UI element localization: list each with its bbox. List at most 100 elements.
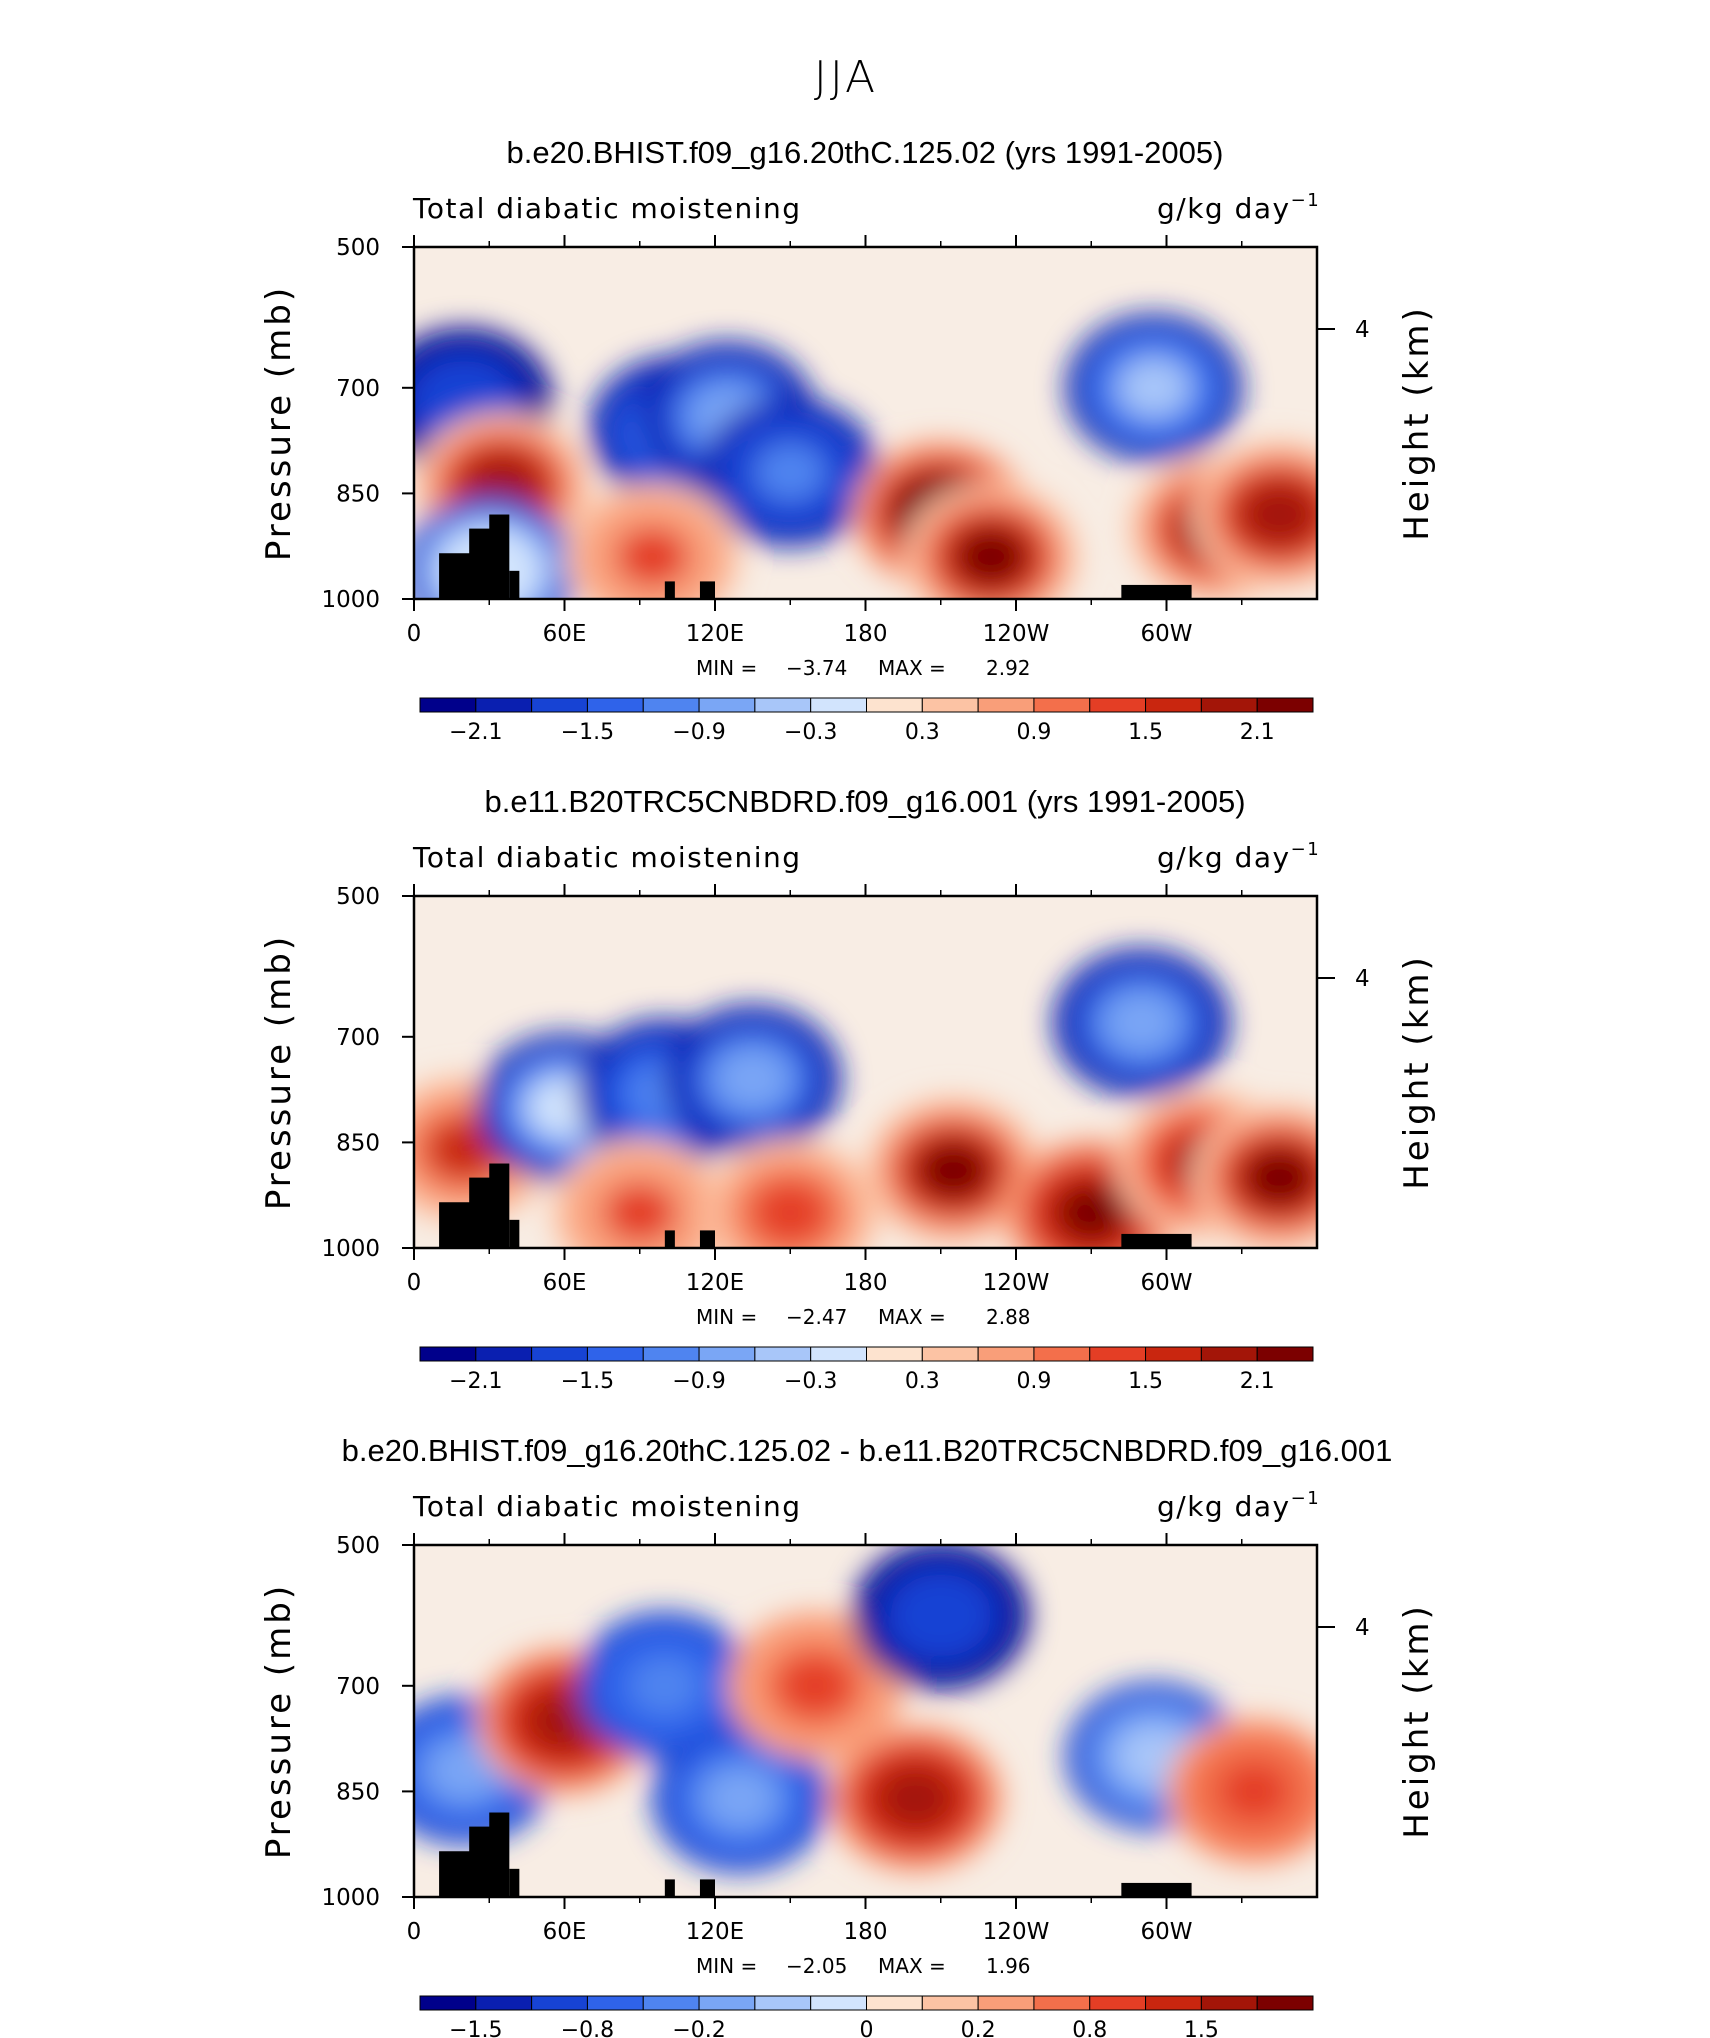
y-tick-label: 1000	[321, 1885, 380, 1911]
contour-field	[414, 247, 1317, 599]
axes: 0 60E 120E 180 120W 60W 500 700 850 1000 4	[321, 235, 1370, 647]
contour-blob	[1105, 993, 1177, 1052]
units-label: g/kg day−1	[1157, 1488, 1320, 1523]
contour-blob	[779, 1656, 851, 1715]
contour-blob	[754, 1183, 826, 1242]
y-tick-label: 700	[336, 376, 380, 402]
colorbar-box	[754, 1346, 812, 1362]
colorbar-box	[1033, 1346, 1091, 1362]
y-tick-label: 700	[336, 1674, 380, 1700]
x-tick-label: 120E	[686, 1270, 744, 1296]
colorbar-box	[921, 1995, 979, 2011]
axes: 0 60E 120E 180 120W 60W 500 700 850 1000 4	[321, 1533, 1370, 1945]
colorbar-box	[977, 1995, 1035, 2011]
max-value: 2.92	[986, 656, 1031, 680]
colorbar-box	[419, 1995, 477, 2011]
x-tick-label: 0	[407, 1270, 422, 1296]
colorbar-label: 0.9	[1016, 1369, 1051, 1394]
min-value: −2.05	[786, 1954, 847, 1978]
colorbar-box	[586, 697, 644, 713]
colorbar-box	[1145, 1995, 1202, 2011]
colorbar-box	[642, 697, 700, 713]
colorbar-box	[1145, 1346, 1202, 1362]
orography	[489, 1812, 510, 1897]
colorbar-box	[977, 697, 1035, 713]
colorbar-box	[475, 697, 533, 713]
colorbar-box	[1089, 1995, 1147, 2011]
panel-title: b.e11.B20TRC5CNBDRD.f09_g16.001 (yrs 199…	[484, 784, 1245, 819]
contour-blob	[704, 1769, 776, 1828]
orography	[489, 1163, 510, 1248]
x-tick-label: 120W	[983, 1270, 1050, 1296]
colorbar-label: 2.1	[1240, 720, 1275, 745]
contour-blob	[1243, 485, 1315, 544]
contour-blob	[604, 1183, 676, 1242]
season-title: JJA	[814, 52, 878, 103]
y-axis-label-right: Height (km)	[1397, 954, 1437, 1190]
colorbar-box	[642, 1995, 700, 2011]
contour-blob	[880, 1769, 952, 1828]
colorbar-label: −1.5	[561, 1369, 614, 1394]
colorbar-box	[1033, 1995, 1091, 2011]
panel-2: b.e11.B20TRC5CNBDRD.f09_g16.001 (yrs 199…	[259, 784, 1437, 1394]
colorbar-box	[698, 1346, 756, 1362]
x-tick-label: 60W	[1140, 1919, 1192, 1945]
y-axis-label: Pressure (mb)	[259, 1583, 299, 1859]
colorbar-label: −1.5	[449, 2018, 502, 2038]
orography	[1121, 584, 1192, 599]
orography	[489, 514, 510, 599]
y-right-tick-label: 4	[1355, 1615, 1370, 1641]
max-value: 2.88	[986, 1305, 1031, 1329]
x-tick-label: 60E	[543, 621, 587, 647]
colorbar-label: −2.1	[449, 720, 502, 745]
orography	[1121, 1882, 1192, 1897]
colorbar-label: −1.5	[561, 720, 614, 745]
colorbar: −2.1 −1.5 −0.9 −0.3 0.3 0.9 1.5 2.1	[419, 697, 1314, 745]
contour-blob	[428, 1120, 500, 1179]
colorbar-label: 0.8	[1072, 2018, 1107, 2038]
contour-blob	[616, 527, 688, 586]
panel-title: b.e20.BHIST.f09_g16.20thC.125.02 (yrs 19…	[507, 135, 1224, 170]
y-tick-label: 850	[336, 481, 380, 507]
x-tick-label: 120E	[686, 621, 744, 647]
x-tick-label: 120E	[686, 1919, 744, 1945]
y-tick-label: 1000	[321, 587, 380, 613]
orography	[699, 1230, 715, 1248]
max-label: MAX =	[878, 656, 946, 680]
left-string: Total diabatic moistening	[412, 1490, 802, 1523]
colorbar-box	[475, 1995, 533, 2011]
min-label: MIN =	[696, 656, 757, 680]
panel-title: b.e20.BHIST.f09_g16.20thC.125.02 - b.e11…	[342, 1433, 1393, 1468]
orography	[509, 570, 520, 599]
x-tick-label: 0	[407, 1919, 422, 1945]
colorbar: −2.1 −1.5 −0.9 −0.3 0.3 0.9 1.5 2.1	[419, 1346, 1314, 1394]
colorbar-label: 1.5	[1128, 720, 1163, 745]
colorbar-box	[921, 1346, 979, 1362]
contour-blob	[1243, 1148, 1315, 1207]
colorbar-box	[1145, 697, 1202, 713]
min-value: −3.74	[786, 656, 847, 680]
x-tick-label: 180	[844, 1919, 888, 1945]
units-label: g/kg day−1	[1157, 839, 1320, 874]
y-axis-label-right: Height (km)	[1397, 1603, 1437, 1839]
colorbar-box	[1256, 1346, 1314, 1362]
x-tick-label: 120W	[983, 621, 1050, 647]
x-tick-label: 60E	[543, 1919, 587, 1945]
contour-field	[414, 1545, 1317, 1897]
orography	[664, 581, 675, 599]
colorbar-label: 0.9	[1016, 720, 1051, 745]
colorbar-box	[921, 697, 979, 713]
x-tick-label: 120W	[983, 1919, 1050, 1945]
panel-1: b.e20.BHIST.f09_g16.20thC.125.02 (yrs 19…	[259, 135, 1437, 745]
left-string: Total diabatic moistening	[412, 192, 802, 225]
max-label: MAX =	[878, 1954, 946, 1978]
contour-blob	[629, 1656, 701, 1715]
orography	[664, 1879, 675, 1897]
y-axis-label: Pressure (mb)	[259, 934, 299, 1210]
orography	[509, 1219, 520, 1248]
colorbar-box	[1200, 697, 1258, 713]
colorbar-label: −0.2	[672, 2018, 725, 2038]
y-axis-label-right: Height (km)	[1397, 305, 1437, 541]
colorbar-label: −0.8	[561, 2018, 614, 2038]
colorbar-box	[810, 1995, 867, 2011]
